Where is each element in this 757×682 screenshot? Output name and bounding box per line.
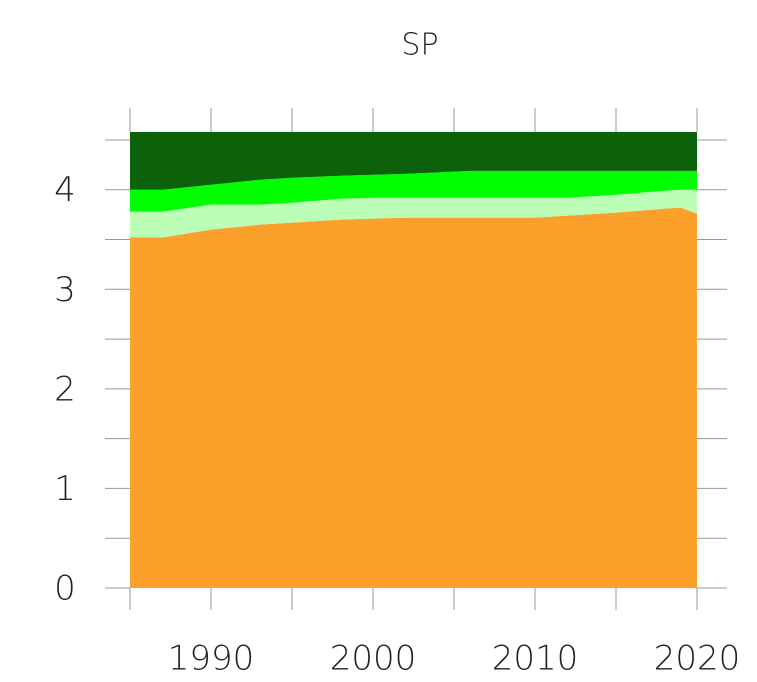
y-tick-label: 0: [54, 569, 76, 609]
area: [130, 170, 697, 212]
chart-title: SP: [401, 28, 438, 63]
y-tick-label: 1: [54, 469, 76, 509]
x-tick-label: 2000: [330, 639, 417, 679]
area: [130, 132, 697, 190]
y-tick-label: 4: [54, 170, 76, 210]
y-tick-label: 2: [54, 369, 76, 409]
x-tick-label: 2010: [492, 639, 579, 679]
area: [130, 207, 697, 588]
area: [130, 189, 697, 238]
x-tick-label: 2020: [654, 639, 741, 679]
y-tick-label: 3: [54, 270, 76, 310]
x-tick-label: 1990: [168, 639, 255, 679]
